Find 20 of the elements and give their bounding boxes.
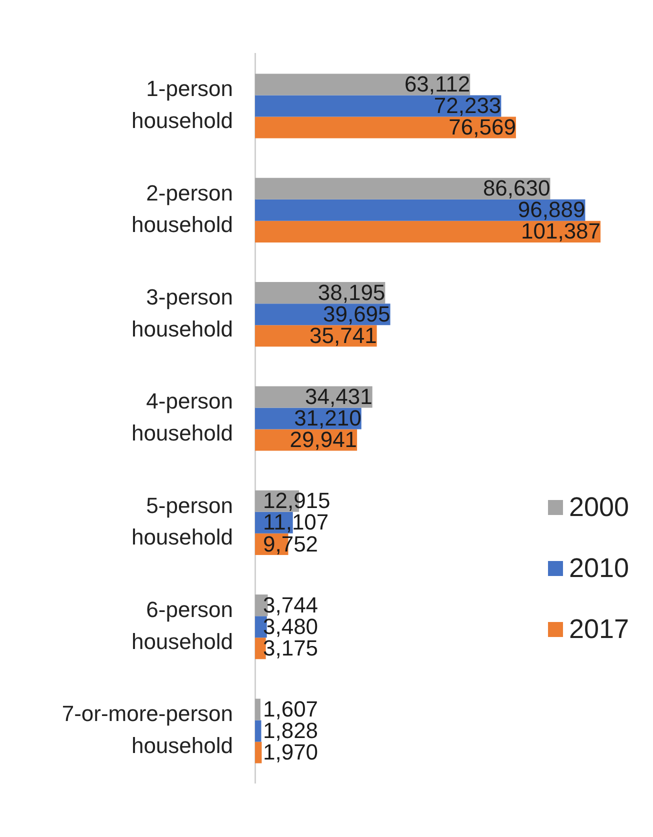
bar	[255, 199, 586, 221]
y-tick-label: 7-or-more-person household	[62, 701, 233, 758]
y-tick-label: 2-person household	[131, 180, 233, 238]
bar	[255, 720, 262, 742]
legend-label: 2017	[569, 614, 630, 645]
y-tick-label: 1-person household	[131, 76, 233, 133]
bar	[255, 698, 260, 720]
data-label: 3,744	[262, 592, 318, 618]
y-tick-label: 6-person household	[131, 596, 233, 654]
bar	[255, 178, 550, 200]
bar	[255, 742, 262, 764]
y-tick-label: 3-person household	[131, 284, 233, 342]
bar	[255, 116, 516, 138]
bar	[255, 95, 502, 117]
legend-label: 2000	[569, 492, 630, 523]
y-tick-label: 5-person household	[131, 492, 233, 550]
y-tick-label: 4-person household	[131, 388, 233, 446]
bar	[255, 220, 601, 242]
bar	[255, 74, 470, 96]
legend-label: 2010	[569, 553, 630, 584]
